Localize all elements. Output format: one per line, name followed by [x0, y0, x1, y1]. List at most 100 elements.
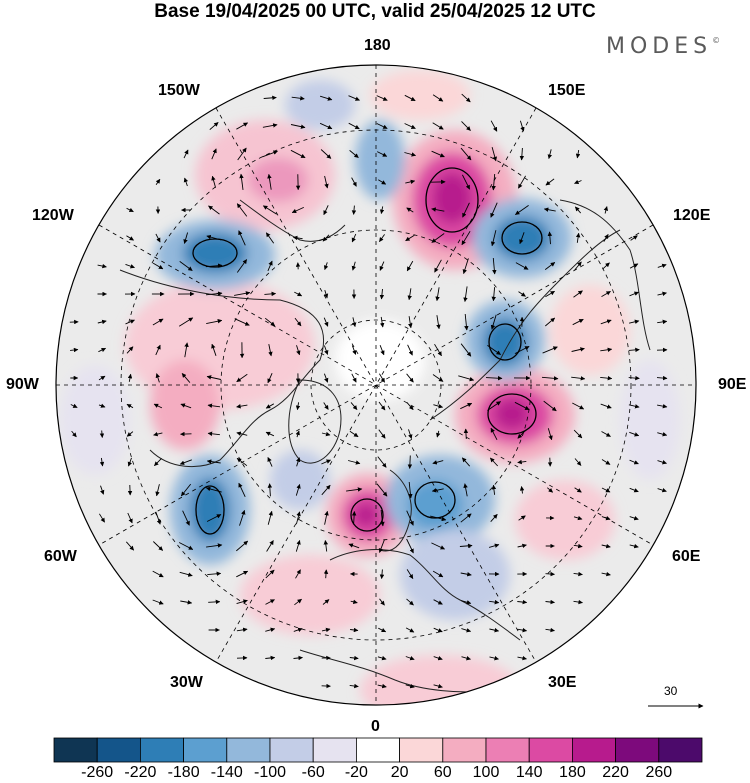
wind-vector — [98, 403, 106, 408]
wind-vector — [267, 260, 273, 272]
wind-vector — [349, 655, 359, 661]
wind-vector — [267, 456, 273, 467]
wind-vector — [236, 122, 248, 130]
wind-vector — [294, 598, 302, 606]
wind-vector — [126, 235, 134, 241]
wind-vector — [238, 482, 246, 497]
wind-vector — [573, 571, 583, 577]
wind-vector — [517, 459, 527, 465]
wind-vector — [628, 404, 640, 409]
wind-vector — [378, 401, 386, 411]
wind-vector — [408, 429, 413, 440]
wind-vector — [291, 206, 304, 214]
wind-vector — [234, 291, 251, 296]
wind-vector — [431, 150, 445, 158]
lon-label-120w: 120W — [32, 207, 74, 224]
wind-vector — [657, 432, 668, 437]
wind-vector — [236, 431, 248, 436]
wind-vector — [600, 347, 613, 352]
wind-vector — [517, 429, 527, 439]
wind-vector — [206, 543, 223, 548]
colorbar — [53, 737, 703, 763]
wind-vector — [265, 403, 275, 409]
wind-vector — [379, 234, 385, 242]
brand-text: MODES — [606, 34, 713, 59]
wind-vector — [463, 428, 469, 440]
wind-vector — [462, 258, 469, 275]
wind-vector — [178, 317, 194, 327]
wind-vector — [264, 317, 276, 327]
wind-vector — [407, 288, 412, 301]
wind-vector — [376, 151, 388, 157]
anomaly-neg-pacific-north — [355, 120, 405, 200]
wind-vector — [406, 373, 414, 383]
colorbar-swatch — [528, 737, 573, 763]
wind-vector — [265, 431, 275, 437]
wind-vector — [209, 122, 219, 130]
coastline-alaska — [239, 199, 346, 242]
wind-vector — [321, 627, 331, 633]
wind-vector — [380, 510, 385, 527]
wind-vector — [207, 571, 222, 577]
wind-vector — [574, 261, 582, 271]
wind-vector — [600, 375, 613, 381]
map-disk — [56, 65, 696, 705]
colorbar-tick-label: -60 — [301, 764, 325, 781]
anomaly-pos-atlantic — [240, 555, 380, 635]
wind-vector — [461, 121, 471, 131]
wind-vector — [602, 262, 610, 270]
wind-vector — [434, 259, 442, 273]
wind-vector — [656, 375, 668, 381]
wind-vector — [236, 203, 248, 217]
wind-vector — [379, 569, 385, 580]
wind-vector — [545, 599, 555, 605]
wind-vector — [295, 430, 300, 438]
wind-vector — [211, 343, 217, 356]
wind-vector — [489, 599, 500, 605]
wind-vector — [603, 234, 609, 242]
wind-vector — [205, 291, 223, 296]
wind-vector — [238, 230, 246, 246]
wind-vector — [460, 147, 472, 161]
copyright-mark: © — [712, 36, 721, 45]
wind-vector — [324, 510, 329, 525]
wind-vector — [460, 513, 472, 523]
wind-vector — [295, 511, 301, 525]
wind-vector — [490, 120, 498, 132]
colorbar-tick-label: -140 — [210, 764, 243, 781]
colorbar-swatch — [226, 737, 271, 763]
wind-vector — [547, 149, 552, 160]
wind-vector — [182, 510, 190, 526]
wind-vector — [184, 342, 189, 358]
wind-vector — [348, 543, 360, 549]
wind-vector — [183, 232, 189, 244]
wind-vector — [545, 178, 555, 186]
wind-vector — [545, 317, 556, 327]
wind-vector — [601, 571, 611, 577]
wind-vector — [296, 345, 301, 356]
colorbar-tick-label: 260 — [645, 764, 673, 781]
colorbar-swatch — [485, 737, 530, 763]
wind-vector — [407, 344, 413, 356]
wind-vector — [433, 656, 443, 661]
wind-vector — [462, 202, 470, 218]
anomaly-neg-hudson — [270, 450, 330, 510]
wind-vector — [98, 347, 107, 353]
wind-vector — [320, 149, 332, 159]
wind-vector — [460, 572, 472, 577]
wind-vector — [322, 599, 330, 605]
wind-vector — [430, 515, 447, 522]
wind-vector — [290, 149, 306, 159]
coastline-north-america — [119, 269, 325, 468]
wind-vector — [572, 318, 584, 326]
wind-vector — [290, 124, 306, 129]
wind-vector — [70, 403, 78, 408]
wind-vector — [491, 146, 497, 162]
anomaly-pos-scandinavia-core — [354, 503, 378, 527]
wind-vector — [206, 319, 223, 325]
wind-vector — [127, 373, 133, 382]
anomaly-pos-west-pacific — [370, 70, 470, 120]
wind-vector — [206, 459, 221, 464]
wind-vector — [152, 541, 164, 551]
wind-vector — [71, 430, 77, 438]
